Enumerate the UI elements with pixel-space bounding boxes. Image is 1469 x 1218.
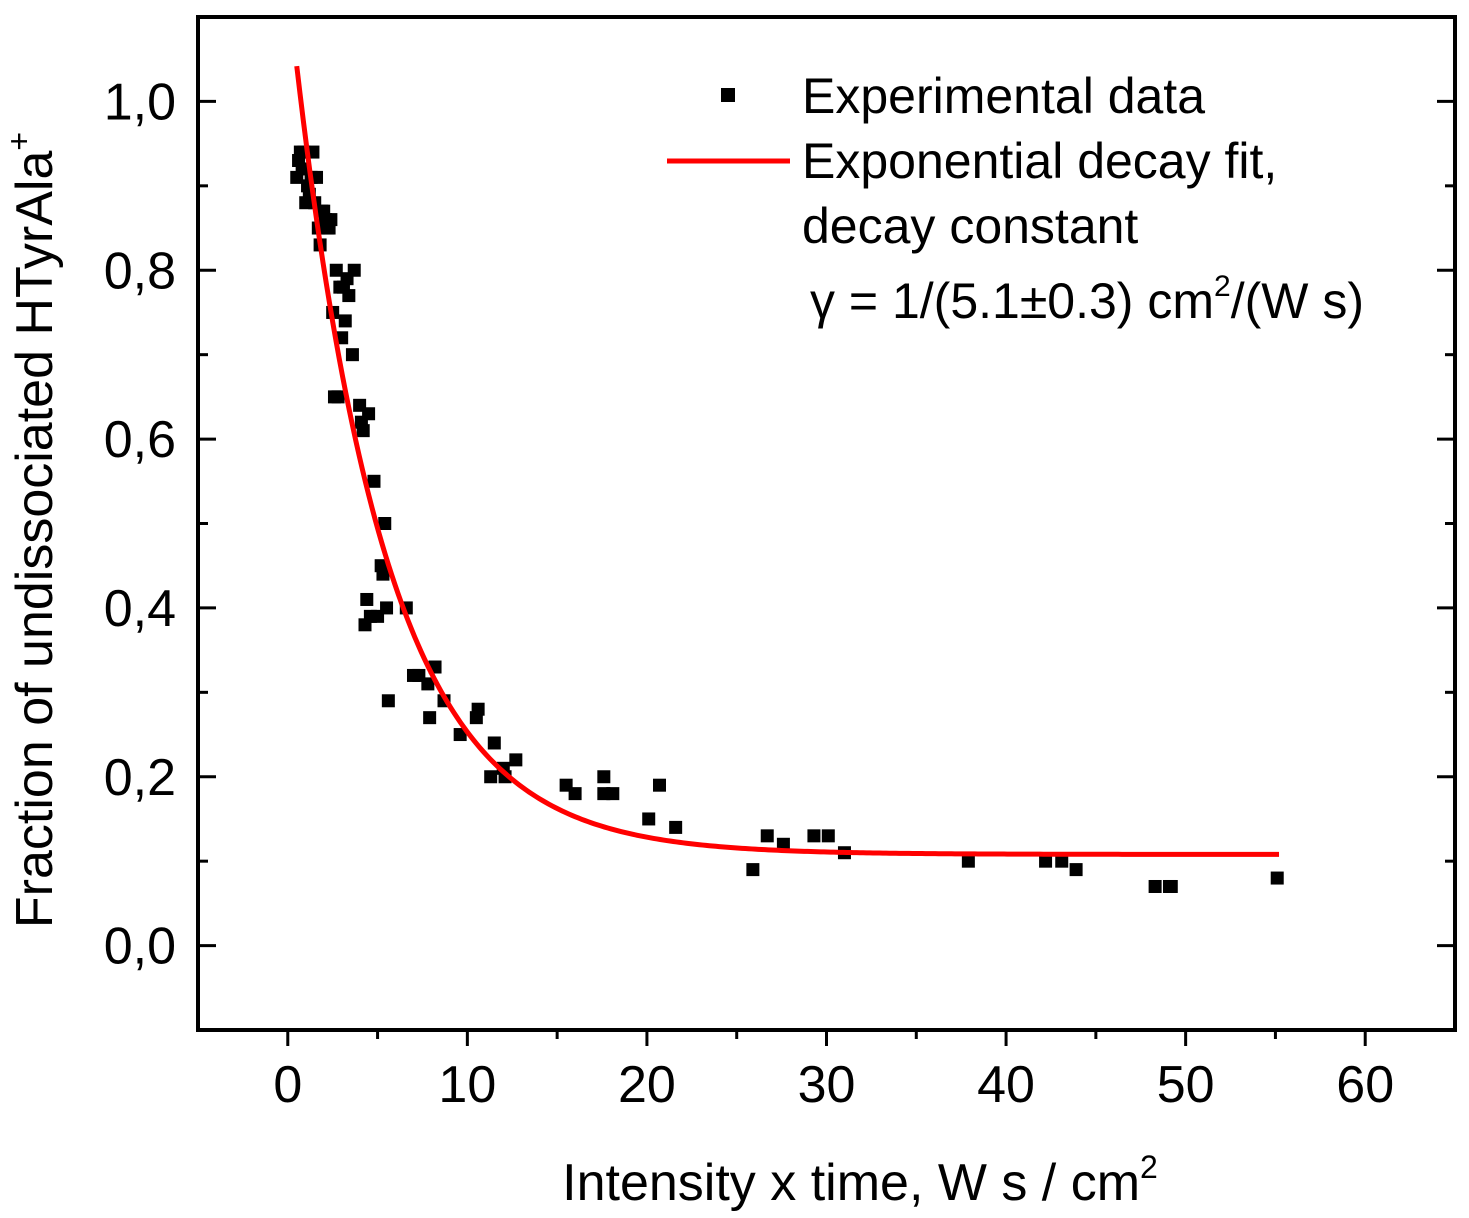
data-point	[378, 517, 392, 530]
data-point	[421, 677, 435, 691]
data-point	[1164, 879, 1178, 893]
x-tick-label: 40	[977, 1056, 1035, 1114]
data-point	[807, 829, 821, 843]
data-point	[376, 567, 390, 581]
data-point	[324, 213, 338, 227]
data-point	[329, 263, 343, 277]
x-axis-title: Intensity x time, W s / cm2	[562, 1149, 1158, 1212]
data-point	[342, 289, 356, 303]
legend-label-experimental: Experimental data	[802, 68, 1205, 124]
data-point	[345, 348, 359, 362]
x-tick-label: 10	[438, 1056, 496, 1114]
data-point	[484, 770, 498, 784]
fit-curve	[294, 65, 1280, 857]
plot-layer	[290, 65, 1284, 893]
data-point	[776, 837, 790, 851]
data-point	[362, 407, 376, 421]
y-tick-label: 0,8	[104, 242, 176, 300]
data-point	[423, 711, 437, 725]
data-point	[606, 787, 620, 801]
y-tick-label: 0,0	[104, 918, 176, 976]
data-point	[1148, 879, 1162, 893]
x-tick-label: 30	[798, 1056, 856, 1114]
data-point	[347, 263, 361, 277]
data-point	[597, 770, 611, 784]
data-point	[381, 694, 395, 708]
data-point	[642, 812, 656, 826]
legend-label-fit-line1: Exponential decay fit,	[802, 133, 1277, 189]
data-point	[453, 728, 467, 742]
y-axis-title: Fraction of undissociated HTyrAla+	[1, 132, 64, 928]
ticks-layer: 0 10 20 30 40 50 60 0,0 0,2 0,4 0,6 0,8 1,0	[104, 15, 1455, 1114]
y-tick-label: 0,4	[104, 580, 176, 638]
data-point	[821, 829, 835, 843]
legend: Experimental data Exponential decay fit,…	[667, 68, 1364, 329]
data-point	[380, 601, 394, 615]
data-point	[746, 863, 760, 877]
y-tick-label: 1,0	[104, 73, 176, 131]
legend-label-gamma: γ = 1/(5.1±0.3) cm2/(W s)	[810, 270, 1364, 329]
data-point	[1270, 871, 1284, 885]
legend-marker-experimental	[721, 88, 735, 102]
data-point	[360, 592, 374, 606]
data-point	[509, 753, 523, 767]
x-tick-label: 20	[618, 1056, 676, 1114]
data-point	[471, 702, 485, 716]
data-point	[961, 854, 975, 868]
data-point	[338, 314, 352, 328]
x-tick-label: 60	[1336, 1056, 1394, 1114]
data-point	[669, 820, 683, 834]
data-point	[367, 474, 381, 488]
data-point	[331, 390, 345, 404]
x-tick-label: 0	[273, 1056, 302, 1114]
y-tick-label: 0,2	[104, 749, 176, 807]
x-tick-label: 50	[1157, 1056, 1215, 1114]
data-point	[1055, 854, 1069, 868]
data-point	[652, 778, 666, 792]
data-point	[487, 736, 501, 750]
data-point	[760, 829, 774, 843]
data-point	[568, 787, 582, 801]
data-point	[1069, 863, 1083, 877]
legend-label-fit-line2: decay constant	[802, 198, 1138, 254]
y-tick-label: 0,6	[104, 411, 176, 469]
data-point	[1039, 854, 1053, 868]
data-point	[356, 424, 370, 438]
